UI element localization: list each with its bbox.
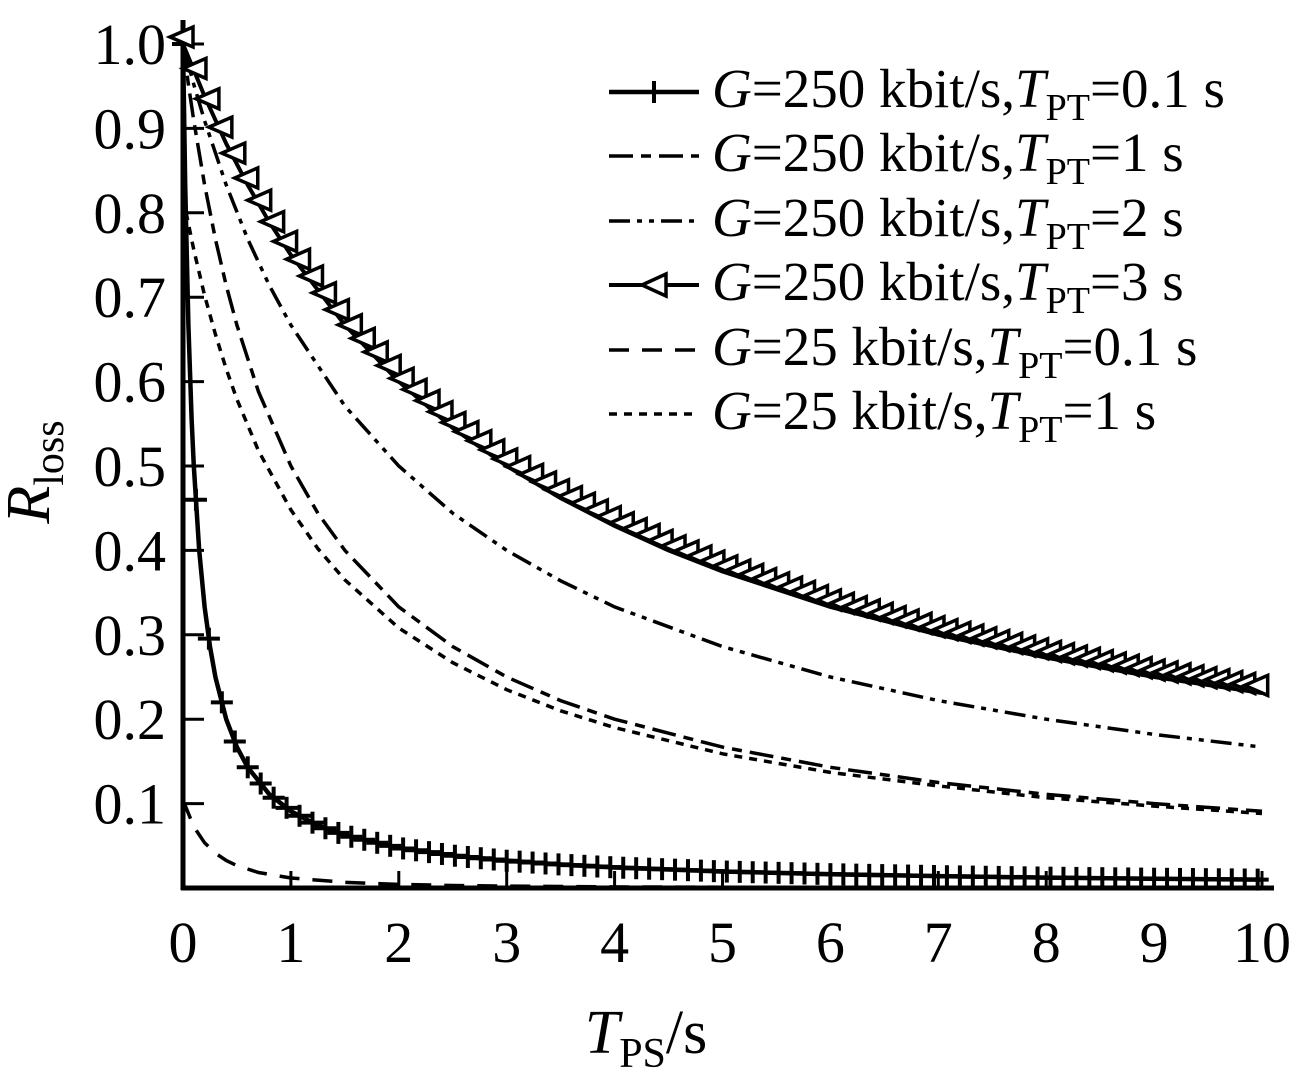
- triangle-left-marker-icon: [1240, 672, 1270, 699]
- y-tick-label: 0.8: [94, 181, 167, 246]
- y-tick-label: 0.9: [94, 96, 167, 161]
- triangle-left-marker-icon: [178, 55, 208, 82]
- triangle-left-marker-icon: [282, 246, 312, 272]
- y-tick-label: 0.1: [94, 772, 167, 837]
- x-tick-label: 1: [276, 910, 305, 975]
- legend-item-g250-tpt2: G=250 kbit/s,TPT=2 s: [608, 187, 1184, 258]
- triangle-left-marker-icon: [191, 86, 221, 112]
- x-tick-label: 6: [816, 910, 845, 975]
- legend-sample-solid-plus: [609, 81, 699, 103]
- legend-sample-dash-dot-dot: [609, 219, 699, 223]
- series-g250-tpt2: [181, 43, 1263, 749]
- triangle-left-marker-icon: [217, 140, 247, 166]
- triangle-left-marker-icon: [204, 114, 234, 140]
- triangle-left-marker-icon: [295, 263, 325, 289]
- series-g250-tpt3: [165, 24, 1270, 699]
- x-tick-label: 4: [600, 910, 629, 975]
- legend-label: G=25 kbit/s,TPT=1 s: [712, 380, 1157, 451]
- triangle-left-marker-icon: [411, 387, 441, 414]
- series-line-g250-tpt2: [181, 43, 1263, 749]
- legend-label: G=250 kbit/s,TPT=1 s: [712, 122, 1184, 193]
- y-tick-label: 0.7: [94, 265, 167, 330]
- y-tick-label: 0.6: [94, 350, 167, 415]
- triangle-left-marker-icon: [450, 418, 480, 445]
- legend-item-g250-tpt0p1: G=250 kbit/s,TPT=0.1 s: [608, 58, 1225, 129]
- legend-label: G=250 kbit/s,TPT=0.1 s: [712, 58, 1225, 129]
- x-tick-label: 2: [384, 910, 413, 975]
- y-tick-label: 0.4: [94, 518, 167, 583]
- legend-item-g250-tpt3: G=250 kbit/s,TPT=3 s: [608, 251, 1184, 322]
- series-g250-tpt0p1: [172, 33, 1269, 891]
- x-tick-label: 0: [169, 910, 198, 975]
- y-tick-label: 0.3: [94, 603, 167, 668]
- y-tick-label: 1.0: [94, 12, 167, 77]
- x-tick-label: 7: [924, 910, 953, 975]
- series-g25-tpt1: [181, 197, 1263, 816]
- x-tick-label: 8: [1032, 910, 1061, 975]
- triangle-left-marker-icon: [165, 24, 195, 50]
- series-line-g25-tpt1: [181, 197, 1263, 816]
- legend-sample-dotted: [609, 412, 699, 416]
- legend-item-g25-tpt1: G=25 kbit/s,TPT=1 s: [608, 380, 1157, 451]
- triangle-left-marker-icon: [476, 437, 506, 463]
- triangle-left-marker-icon: [256, 208, 286, 235]
- legend-label: G=250 kbit/s,TPT=2 s: [712, 187, 1184, 258]
- triangle-left-marker-icon: [346, 325, 377, 352]
- triangle-left-marker-icon: [230, 165, 260, 191]
- legend-sample-solid-triangle-left: [609, 271, 699, 299]
- triangle-left-marker-icon: [243, 187, 273, 213]
- legend-item-g250-tpt1: G=250 kbit/s,TPT=1 s: [608, 122, 1184, 193]
- legend-label: G=250 kbit/s,TPT=3 s: [712, 251, 1184, 322]
- triangle-left-marker-icon: [320, 296, 351, 323]
- triangle-left-marker-icon: [463, 428, 493, 454]
- triangle-left-marker-icon: [359, 339, 389, 365]
- triangle-left-marker-icon: [437, 409, 467, 436]
- triangle-left-marker-icon: [269, 228, 299, 255]
- x-axis-label: TPS/s: [584, 999, 708, 1077]
- legend-label: G=25 kbit/s,TPT=0.1 s: [712, 316, 1198, 387]
- triangle-left-marker-icon: [398, 376, 428, 403]
- x-tick-label: 9: [1140, 910, 1169, 975]
- y-axis-label: Rloss: [0, 420, 73, 524]
- legend-item-g25-tpt0p1: G=25 kbit/s,TPT=0.1 s: [608, 316, 1198, 387]
- triangle-left-marker-icon: [372, 352, 402, 379]
- legend-sample-dash-dot: [609, 154, 699, 158]
- legend-sample-dashed: [609, 348, 699, 352]
- series-g250-tpt1: [181, 43, 1263, 814]
- y-tick-label: 0.5: [94, 434, 167, 499]
- series-line-g250-tpt1: [181, 43, 1263, 814]
- x-tick-label: 3: [492, 910, 521, 975]
- x-tick-label: 5: [708, 910, 737, 975]
- triangle-left-marker-icon: [424, 399, 454, 425]
- triangle-left-marker-icon: [385, 365, 415, 391]
- y-tick-label: 0.2: [94, 687, 167, 752]
- axes: 0.1 0.2 0.3 0.4 0.5 0.6 0.7 0.8 0.9 1.0 0 1 2 3 4 5 6 7 8 9…: [94, 12, 1292, 975]
- triangle-left-marker-icon: [308, 280, 338, 306]
- triangle-left-marker-icon: [333, 312, 364, 338]
- x-tick-label: 10: [1233, 910, 1291, 975]
